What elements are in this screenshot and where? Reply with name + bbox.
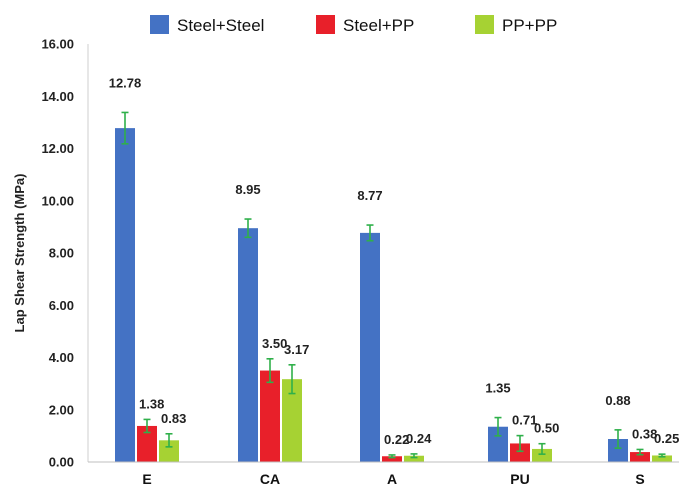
- bar-steel-pp: [137, 425, 157, 462]
- bars: [115, 128, 672, 462]
- y-tick-label: 16.00: [41, 37, 74, 52]
- bar-steel-steel: [238, 228, 258, 462]
- bar-steel-steel: [360, 232, 380, 462]
- bar-steel-steel: [115, 128, 135, 462]
- x-category-label: PU: [510, 471, 529, 487]
- data-label: 0.22: [384, 432, 409, 447]
- error-bars: [121, 111, 666, 459]
- bar-steel-steel: [608, 439, 628, 462]
- bar-pp-pp: [404, 455, 424, 462]
- x-axis-categories: E CA A PU S: [142, 471, 644, 487]
- y-tick-label: 4.00: [49, 350, 74, 365]
- y-axis-ticks: 0.00 2.00 4.00 6.00 8.00 10.00 12.00 14.00 16.00: [41, 37, 74, 470]
- y-tick-label: 6.00: [49, 298, 74, 313]
- legend-label: PP+PP: [502, 16, 557, 35]
- bar-pp-pp: [652, 455, 672, 462]
- data-label: 0.24: [406, 431, 432, 446]
- y-tick-label: 12.00: [41, 141, 74, 156]
- legend-label: Steel+PP: [343, 16, 414, 35]
- bar-steel-pp: [382, 456, 402, 462]
- bar-pp-pp: [532, 448, 552, 462]
- y-tick-label: 14.00: [41, 89, 74, 104]
- bar-steel-pp: [260, 370, 280, 462]
- y-tick-label: 2.00: [49, 402, 74, 417]
- x-category-label: S: [635, 471, 644, 487]
- data-label: 0.50: [534, 421, 559, 436]
- bar-steel-pp: [630, 452, 650, 462]
- legend: Steel+Steel Steel+PP PP+PP: [150, 15, 557, 35]
- data-labels: 12.78 1.380.83 8.95 3.503.17 8.77 0.220.24 1.3…: [109, 75, 679, 446]
- bar-pp-pp: [159, 440, 179, 462]
- data-label: 8.95: [235, 182, 260, 197]
- data-label: 8.77: [357, 188, 382, 203]
- y-tick-label: 8.00: [49, 246, 74, 261]
- data-label: 0.83: [161, 411, 186, 426]
- y-tick-label: 0.00: [49, 455, 74, 470]
- legend-swatch: [316, 15, 335, 34]
- bar-steel-steel: [488, 426, 508, 462]
- x-category-label: A: [387, 471, 397, 487]
- data-label: 3.50: [262, 336, 287, 351]
- bar-steel-pp: [510, 443, 530, 462]
- data-label: 12.78: [109, 75, 142, 90]
- x-category-label: CA: [260, 471, 280, 487]
- legend-swatch: [475, 15, 494, 34]
- y-axis-title: Lap Shear Strength (MPa): [12, 174, 27, 333]
- data-label: 3.17: [284, 342, 309, 357]
- y-tick-label: 10.00: [41, 193, 74, 208]
- data-label: 0.25: [654, 431, 679, 446]
- data-label: 0.71: [512, 413, 537, 428]
- x-category-label: E: [142, 471, 151, 487]
- legend-swatch: [150, 15, 169, 34]
- data-label: 0.38: [632, 426, 657, 441]
- data-label: 0.88: [605, 393, 630, 408]
- bar-pp-pp: [282, 379, 302, 462]
- data-label: 1.35: [485, 381, 510, 396]
- legend-label: Steel+Steel: [177, 16, 264, 35]
- data-label: 1.38: [139, 396, 164, 411]
